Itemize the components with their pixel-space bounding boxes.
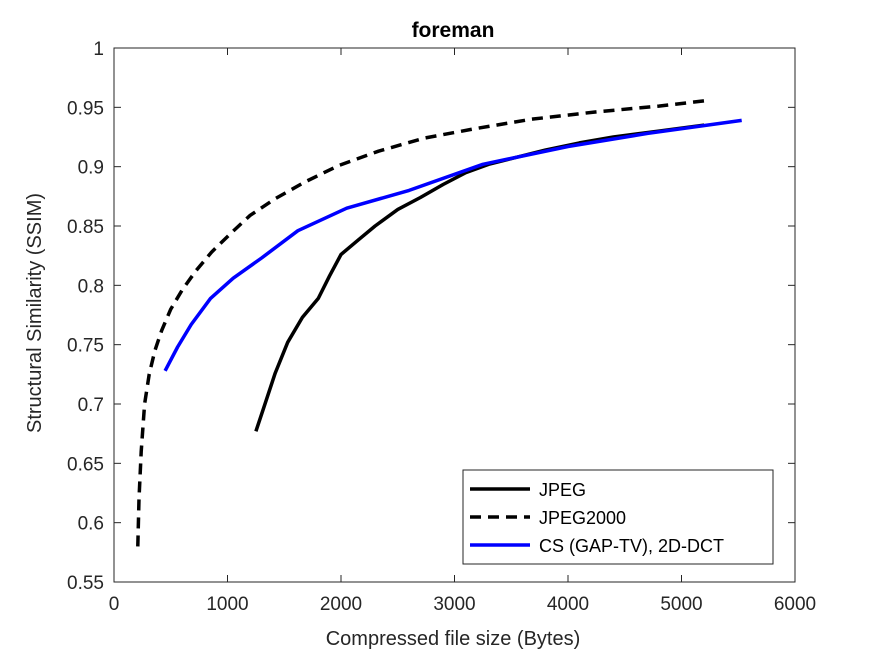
series-line-cs-gap-tv [163,118,742,372]
y-tick-label: 0.85 [67,217,104,238]
x-tick-label: 3000 [433,594,475,615]
legend-label-jpeg2000: JPEG2000 [539,508,626,528]
y-tick-label: 0.95 [67,98,104,119]
x-tick-label: 5000 [660,594,702,615]
x-tick-label: 0 [109,594,120,615]
legend-label-cs-gap-tv: CS (GAP-TV), 2D-DCT [539,536,724,556]
y-tick-label: 0.6 [78,514,104,535]
legend-label-jpeg: JPEG [539,480,586,500]
y-tick-label: 0.55 [67,573,104,594]
x-axis-ticks: 0 1000 2000 3000 4000 5000 6000 [109,48,816,615]
y-axis-ticks: 0.55 0.6 0.65 0.7 0.75 0.8 0.85 0.9 0.95 1 [67,39,795,594]
y-tick-label: 0.9 [78,158,104,179]
y-tick-label: 0.75 [67,336,104,357]
x-tick-label: 1000 [206,594,248,615]
chart-title: foreman [412,19,495,42]
series-line-jpeg2000 [136,98,711,547]
x-axis-label: Compressed file size (Bytes) [326,628,581,650]
legend: JPEG JPEG2000 CS (GAP-TV), 2D-DCT [462,469,774,565]
x-tick-label: 2000 [320,594,362,615]
x-tick-label: 6000 [774,594,816,615]
series-layer [136,98,742,547]
y-tick-label: 0.8 [78,276,104,297]
y-axis-label: Structural Similarity (SSIM) [24,193,46,433]
y-tick-label: 0.65 [67,454,104,475]
y-tick-label: 0.7 [78,395,104,416]
y-tick-label: 1 [93,39,104,60]
x-tick-label: 4000 [547,594,589,615]
